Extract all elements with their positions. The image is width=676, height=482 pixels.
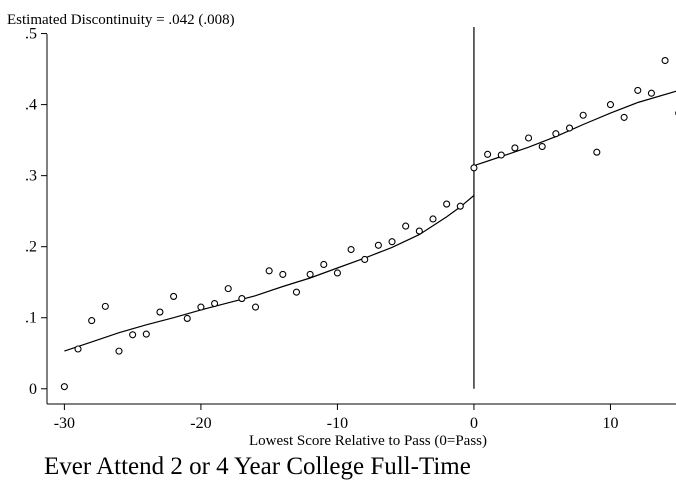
x-tick-label: 0	[470, 415, 478, 432]
data-point	[388, 238, 396, 246]
data-point	[470, 164, 478, 172]
data-point	[497, 151, 505, 159]
y-tick-label: 0	[29, 381, 37, 398]
data-point	[333, 269, 341, 277]
data-point	[101, 302, 109, 310]
data-point	[129, 331, 137, 339]
data-point	[170, 292, 178, 300]
data-point	[374, 241, 382, 249]
data-point	[620, 113, 628, 121]
data-point	[484, 150, 492, 158]
plot-area: 0 .1 .2 .3 .4 .5 -30 -20 -10 0 10	[25, 26, 676, 432]
chart-caption: Ever Attend 2 or 4 Year College Full-Tim…	[44, 453, 471, 480]
data-point	[593, 148, 601, 156]
y-tick-label: .4	[25, 97, 37, 114]
data-point	[579, 111, 587, 119]
y-tick-label: .1	[25, 310, 37, 327]
data-point	[661, 57, 669, 65]
x-tick-label: -20	[190, 415, 211, 432]
data-point	[634, 86, 642, 94]
data-point	[456, 202, 464, 210]
data-point	[552, 130, 560, 138]
data-point	[142, 330, 150, 338]
data-point	[224, 285, 232, 293]
data-point	[565, 124, 574, 132]
data-point	[606, 101, 615, 109]
data-point	[197, 303, 205, 311]
x-axis-title: Lowest Score Relative to Pass (0=Pass)	[249, 433, 487, 449]
data-point	[320, 260, 328, 269]
data-point	[647, 89, 655, 97]
data-point	[292, 288, 301, 296]
data-point	[211, 299, 219, 308]
data-point	[443, 200, 451, 208]
y-tick-label: .2	[25, 239, 37, 256]
data-point	[361, 255, 369, 264]
data-point	[156, 308, 164, 316]
data-point	[402, 222, 410, 230]
x-tick-label: -10	[327, 415, 348, 432]
data-point	[115, 347, 123, 355]
data-point	[347, 245, 355, 254]
y-tick-label: .3	[25, 168, 37, 185]
data-point	[511, 144, 519, 152]
chart-note: Estimated Discontinuity = .042 (.008)	[7, 12, 235, 28]
data-point	[429, 215, 437, 223]
data-point	[415, 227, 423, 235]
y-tick-label: .5	[25, 26, 37, 43]
data-point	[306, 270, 314, 278]
x-tick-label: 10	[602, 415, 618, 432]
x-tick-label: -30	[54, 415, 75, 432]
data-point	[279, 270, 287, 278]
data-point	[88, 317, 96, 325]
data-point	[251, 303, 260, 311]
data-point	[60, 383, 68, 391]
data-point	[265, 267, 273, 275]
data-point	[74, 345, 82, 353]
fit-line-left	[64, 195, 475, 352]
data-point	[238, 295, 246, 303]
data-point	[183, 314, 191, 323]
data-point	[525, 134, 533, 142]
data-point	[538, 142, 546, 151]
